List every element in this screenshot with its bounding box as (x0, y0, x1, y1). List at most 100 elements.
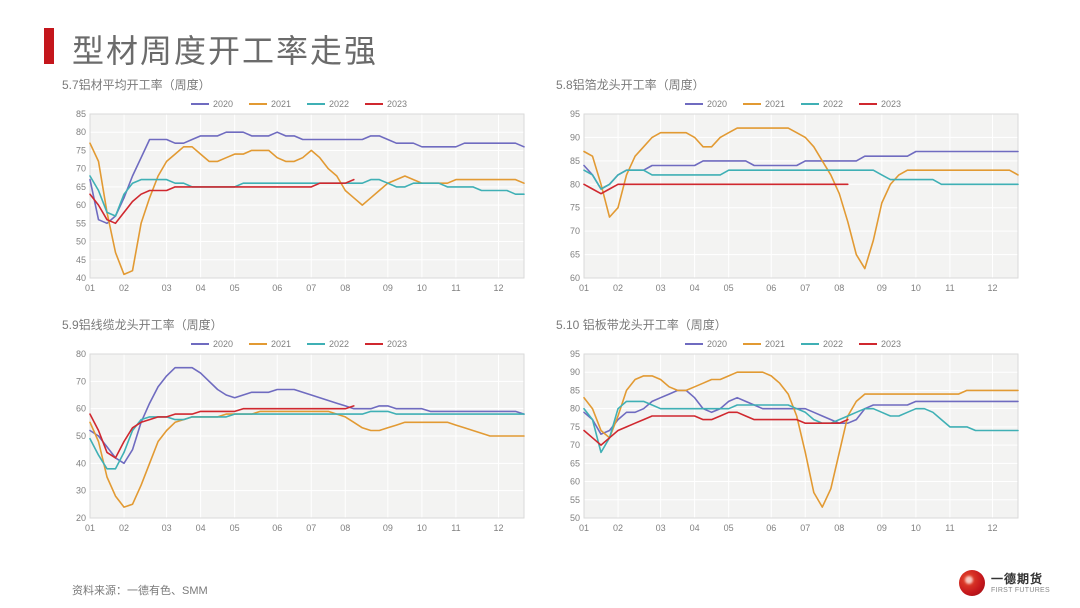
svg-text:2022: 2022 (329, 339, 349, 349)
svg-text:2022: 2022 (329, 99, 349, 109)
svg-text:2020: 2020 (213, 99, 233, 109)
svg-text:2021: 2021 (271, 99, 291, 109)
svg-text:09: 09 (877, 523, 887, 533)
svg-text:03: 03 (162, 283, 172, 293)
svg-text:20: 20 (76, 513, 86, 523)
svg-text:85: 85 (76, 109, 86, 119)
svg-text:04: 04 (196, 283, 206, 293)
svg-text:55: 55 (76, 218, 86, 228)
svg-text:75: 75 (570, 203, 580, 213)
svg-text:07: 07 (306, 523, 316, 533)
svg-text:2021: 2021 (765, 99, 785, 109)
svg-text:85: 85 (570, 385, 580, 395)
svg-text:05: 05 (230, 283, 240, 293)
svg-text:70: 70 (76, 376, 86, 386)
svg-text:2020: 2020 (707, 339, 727, 349)
svg-text:07: 07 (800, 523, 810, 533)
svg-text:50: 50 (76, 237, 86, 247)
svg-text:85: 85 (570, 156, 580, 166)
logo-text: 一德期货 FIRST FUTURES (991, 573, 1050, 594)
svg-text:90: 90 (570, 367, 580, 377)
svg-text:07: 07 (306, 283, 316, 293)
chart-58: 6065707580859095010203040506070809101112… (556, 90, 1024, 300)
chart-59: 2030405060708001020304050607080910111220… (62, 330, 530, 540)
svg-text:2020: 2020 (213, 339, 233, 349)
svg-text:75: 75 (570, 422, 580, 432)
svg-text:07: 07 (800, 283, 810, 293)
svg-text:2021: 2021 (271, 339, 291, 349)
svg-text:60: 60 (76, 404, 86, 414)
svg-text:06: 06 (272, 523, 282, 533)
chart-510: 5055606570758085909501020304050607080910… (556, 330, 1024, 540)
svg-text:11: 11 (945, 523, 954, 533)
svg-text:04: 04 (690, 523, 700, 533)
svg-text:05: 05 (230, 523, 240, 533)
svg-text:2023: 2023 (387, 99, 407, 109)
svg-text:80: 80 (570, 404, 580, 414)
svg-text:40: 40 (76, 273, 86, 283)
svg-text:01: 01 (579, 283, 589, 293)
svg-text:2021: 2021 (765, 339, 785, 349)
svg-text:02: 02 (613, 523, 623, 533)
svg-text:03: 03 (162, 523, 172, 533)
svg-text:45: 45 (76, 255, 86, 265)
svg-text:80: 80 (76, 127, 86, 137)
svg-text:70: 70 (570, 226, 580, 236)
svg-text:06: 06 (272, 283, 282, 293)
svg-text:03: 03 (656, 283, 666, 293)
logo-mark-icon (959, 570, 985, 596)
title-accent-bar (44, 28, 54, 64)
brand-logo: 一德期货 FIRST FUTURES (959, 570, 1050, 596)
svg-text:2023: 2023 (881, 99, 901, 109)
svg-text:10: 10 (911, 523, 921, 533)
svg-text:95: 95 (570, 109, 580, 119)
logo-cn: 一德期货 (991, 573, 1050, 585)
svg-text:09: 09 (383, 283, 393, 293)
svg-text:09: 09 (877, 283, 887, 293)
svg-text:08: 08 (340, 523, 350, 533)
svg-text:2022: 2022 (823, 339, 843, 349)
svg-text:10: 10 (417, 523, 427, 533)
svg-text:03: 03 (656, 523, 666, 533)
svg-text:60: 60 (570, 477, 580, 487)
slide-root: 型材周度开工率走强 5.7铝材平均开工率（周度） 5.8铝箔龙头开工率（周度） … (0, 0, 1080, 608)
svg-text:2020: 2020 (707, 99, 727, 109)
svg-text:01: 01 (579, 523, 589, 533)
svg-text:08: 08 (340, 283, 350, 293)
svg-text:11: 11 (451, 523, 460, 533)
svg-text:11: 11 (945, 283, 954, 293)
chart-57: 4045505560657075808501020304050607080910… (62, 90, 530, 300)
svg-text:12: 12 (987, 523, 997, 533)
svg-text:2023: 2023 (881, 339, 901, 349)
svg-text:06: 06 (766, 283, 776, 293)
svg-text:12: 12 (493, 523, 503, 533)
svg-text:70: 70 (76, 164, 86, 174)
svg-text:01: 01 (85, 283, 95, 293)
svg-text:12: 12 (493, 283, 503, 293)
svg-text:01: 01 (85, 523, 95, 533)
svg-text:04: 04 (196, 523, 206, 533)
svg-text:30: 30 (76, 486, 86, 496)
svg-text:05: 05 (724, 283, 734, 293)
svg-text:50: 50 (570, 513, 580, 523)
svg-text:04: 04 (690, 283, 700, 293)
logo-en: FIRST FUTURES (991, 587, 1050, 594)
svg-text:95: 95 (570, 349, 580, 359)
svg-text:09: 09 (383, 523, 393, 533)
svg-text:90: 90 (570, 132, 580, 142)
svg-text:80: 80 (570, 179, 580, 189)
svg-text:55: 55 (570, 495, 580, 505)
svg-text:40: 40 (76, 458, 86, 468)
svg-text:60: 60 (76, 200, 86, 210)
svg-text:80: 80 (76, 349, 86, 359)
page-title: 型材周度开工率走强 (72, 26, 378, 72)
svg-text:75: 75 (76, 145, 86, 155)
svg-text:70: 70 (570, 440, 580, 450)
svg-text:10: 10 (417, 283, 427, 293)
svg-text:10: 10 (911, 283, 921, 293)
footer-source: 资料来源：一德有色、SMM (72, 582, 208, 598)
svg-text:02: 02 (119, 523, 129, 533)
svg-text:60: 60 (570, 273, 580, 283)
svg-text:02: 02 (119, 283, 129, 293)
svg-text:2022: 2022 (823, 99, 843, 109)
